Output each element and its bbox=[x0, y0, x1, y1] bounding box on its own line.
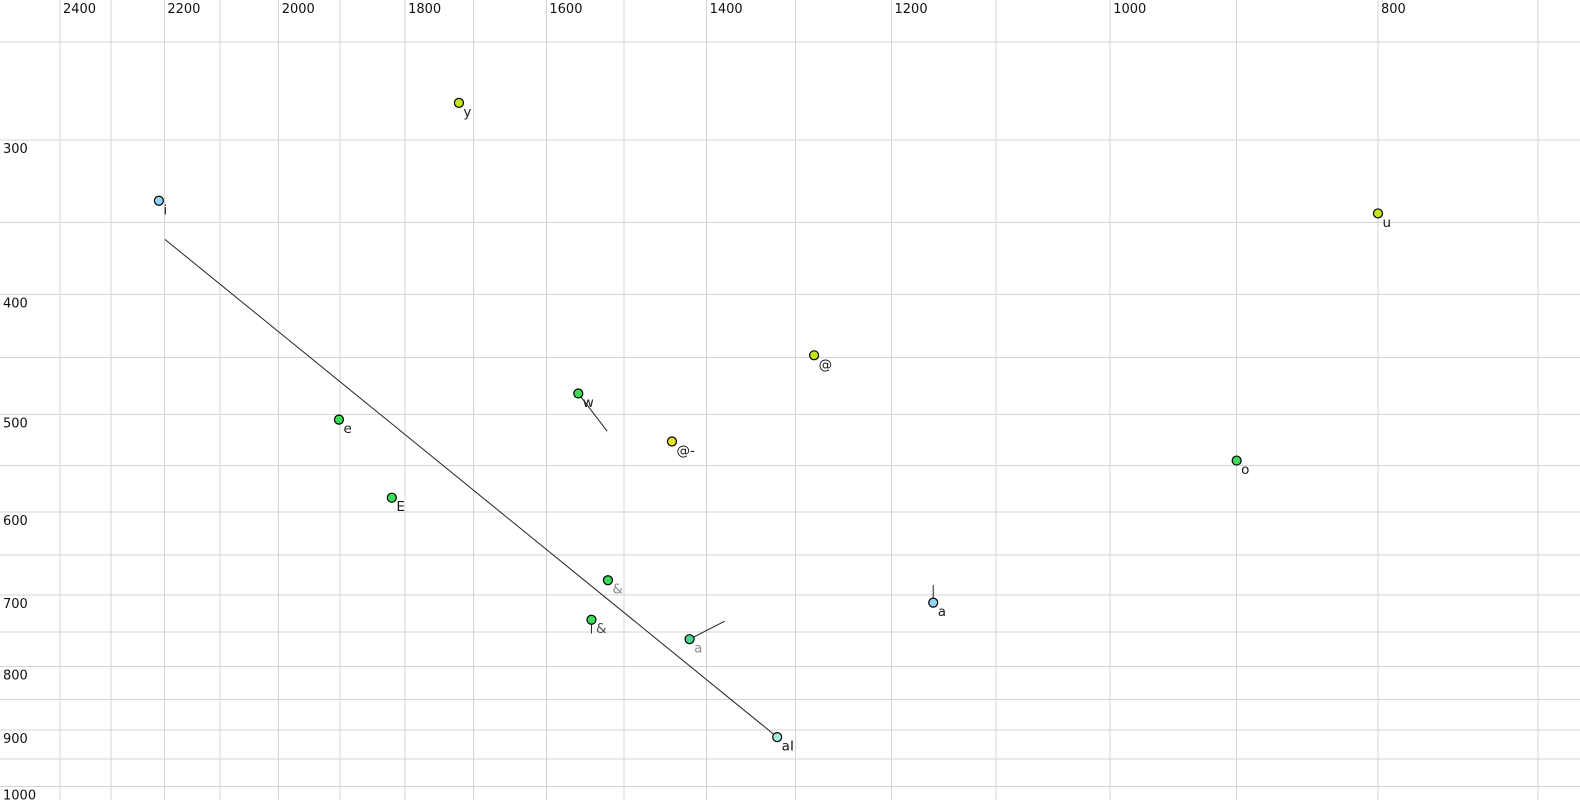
vowel-point[interactable] bbox=[153, 195, 165, 206]
f2-tick-label: 1600 bbox=[549, 2, 582, 17]
vowel-point[interactable] bbox=[386, 492, 397, 503]
vowel-label: i bbox=[163, 202, 167, 218]
vowel-label: aI bbox=[782, 739, 794, 755]
f2-tick-label: 1000 bbox=[1113, 2, 1146, 17]
vowel-point[interactable] bbox=[453, 97, 465, 108]
f2-tick-label: 2000 bbox=[282, 2, 315, 17]
vowel-point[interactable] bbox=[333, 414, 345, 425]
f2-tick-label: 1800 bbox=[408, 2, 441, 17]
vowel-label: a bbox=[694, 641, 702, 657]
vowel-label: o bbox=[1241, 462, 1249, 478]
glide-line bbox=[577, 393, 608, 432]
vowel-label: u bbox=[1382, 215, 1391, 231]
vowel-point[interactable] bbox=[684, 634, 695, 645]
f1-tick-label: 500 bbox=[3, 416, 28, 431]
f1-tick-label: 900 bbox=[3, 732, 28, 747]
vowel-label: a bbox=[938, 604, 946, 620]
vowel-point[interactable] bbox=[573, 388, 584, 399]
f1-tick-label: 1000 bbox=[3, 789, 36, 800]
vowel-point[interactable] bbox=[666, 436, 678, 447]
f1-tick-label: 400 bbox=[3, 296, 28, 311]
vowel-point[interactable] bbox=[586, 614, 597, 625]
diphthong-trajectory-line bbox=[164, 238, 778, 738]
f1-tick-label: 800 bbox=[3, 669, 28, 684]
f1-tick-label: 700 bbox=[3, 597, 28, 612]
vowel-label: & bbox=[612, 582, 623, 598]
glide-line bbox=[689, 620, 725, 640]
vowel-label: @- bbox=[676, 443, 695, 459]
vowel-label: E bbox=[396, 499, 405, 515]
f2-tick-label: 2200 bbox=[167, 2, 200, 17]
f1-tick-label: 300 bbox=[3, 142, 28, 157]
vowel-label: y bbox=[463, 104, 471, 120]
vowel-label: e bbox=[343, 421, 351, 437]
f2-tick-label: 800 bbox=[1381, 2, 1406, 17]
vowel-point[interactable] bbox=[602, 575, 614, 586]
vowel-label: & bbox=[596, 621, 607, 637]
f2-tick-label: 1200 bbox=[895, 2, 928, 17]
vowel-point[interactable] bbox=[1372, 208, 1384, 219]
vowel-point[interactable] bbox=[1231, 455, 1242, 466]
vowel-label: w bbox=[583, 395, 594, 411]
vowel-point[interactable] bbox=[808, 350, 820, 361]
f2-tick-label: 1400 bbox=[710, 2, 743, 17]
f2-tick-label: 2400 bbox=[63, 2, 96, 17]
f1-tick-label: 600 bbox=[3, 514, 28, 529]
vowel-point[interactable] bbox=[928, 597, 939, 608]
vowel-label: @ bbox=[819, 357, 833, 373]
vowel-point[interactable] bbox=[772, 732, 783, 743]
